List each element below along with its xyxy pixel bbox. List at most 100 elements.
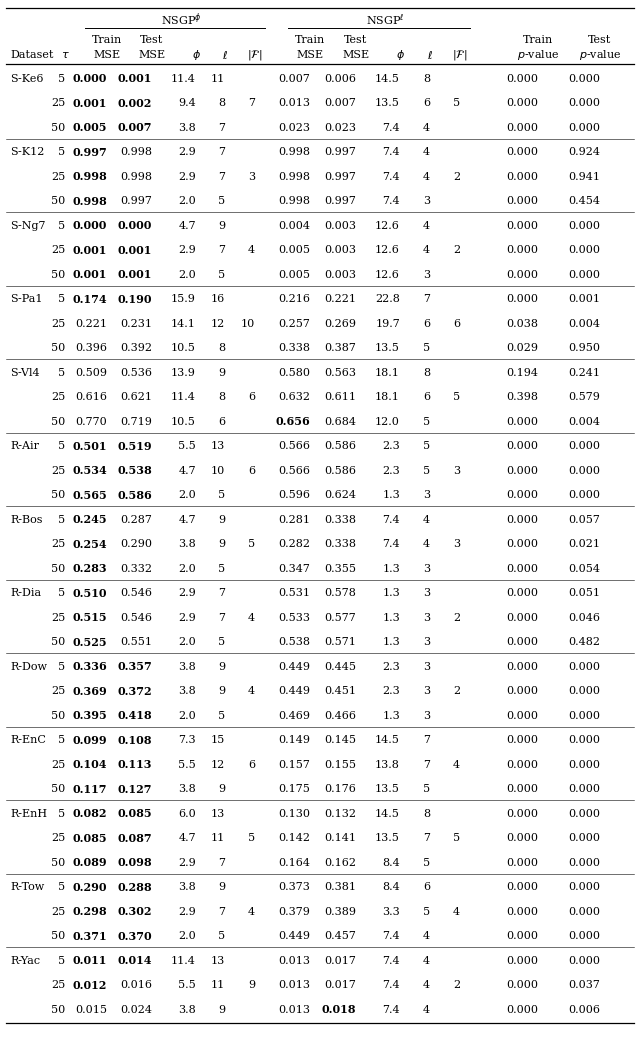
Text: 9: 9 xyxy=(248,980,255,990)
Text: 6: 6 xyxy=(423,99,430,108)
Text: 2: 2 xyxy=(453,980,460,990)
Text: 2.0: 2.0 xyxy=(179,196,196,207)
Text: 0.000: 0.000 xyxy=(506,99,538,108)
Text: R-Dow: R-Dow xyxy=(10,662,47,671)
Text: 0.578: 0.578 xyxy=(324,588,356,598)
Text: 13.5: 13.5 xyxy=(375,99,400,108)
Text: 25: 25 xyxy=(51,319,65,328)
Text: 0.998: 0.998 xyxy=(278,147,310,157)
Text: 5: 5 xyxy=(218,711,225,721)
Text: 0.130: 0.130 xyxy=(278,809,310,818)
Text: 7.4: 7.4 xyxy=(382,539,400,550)
Text: S-Ng7: S-Ng7 xyxy=(10,220,45,231)
Text: 0.290: 0.290 xyxy=(120,539,152,550)
Text: 3.8: 3.8 xyxy=(179,539,196,550)
Text: 6: 6 xyxy=(453,319,460,328)
Text: 5: 5 xyxy=(423,785,430,794)
Text: 0.018: 0.018 xyxy=(321,1004,356,1015)
Text: 11: 11 xyxy=(211,73,225,84)
Text: 0.000: 0.000 xyxy=(72,220,107,231)
Text: 0.998: 0.998 xyxy=(278,196,310,207)
Text: 3: 3 xyxy=(423,588,430,598)
Text: 3: 3 xyxy=(423,563,430,574)
Text: 3.8: 3.8 xyxy=(179,1005,196,1014)
Text: 5.5: 5.5 xyxy=(179,442,196,451)
Text: 0.013: 0.013 xyxy=(278,956,310,966)
Text: 0.117: 0.117 xyxy=(72,784,107,795)
Text: 7: 7 xyxy=(218,172,225,181)
Text: 0.000: 0.000 xyxy=(568,662,600,671)
Text: $\phi$: $\phi$ xyxy=(396,48,404,62)
Text: 2.3: 2.3 xyxy=(382,442,400,451)
Text: 2.3: 2.3 xyxy=(382,662,400,671)
Text: $\phi$: $\phi$ xyxy=(191,48,200,62)
Text: 7.4: 7.4 xyxy=(382,196,400,207)
Text: 3: 3 xyxy=(423,662,430,671)
Text: 6: 6 xyxy=(248,466,255,475)
Text: 0.338: 0.338 xyxy=(324,539,356,550)
Text: 25: 25 xyxy=(51,99,65,108)
Text: 3.8: 3.8 xyxy=(179,686,196,697)
Text: 0.029: 0.029 xyxy=(506,343,538,354)
Text: 5: 5 xyxy=(423,858,430,868)
Text: 7: 7 xyxy=(248,99,255,108)
Text: 14.1: 14.1 xyxy=(171,319,196,328)
Text: 7: 7 xyxy=(218,613,225,623)
Text: 0.013: 0.013 xyxy=(278,99,310,108)
Text: 0.006: 0.006 xyxy=(324,73,356,84)
Text: 0.000: 0.000 xyxy=(568,686,600,697)
Text: 14.5: 14.5 xyxy=(375,735,400,745)
Text: 22.8: 22.8 xyxy=(375,294,400,304)
Text: 0.418: 0.418 xyxy=(117,710,152,722)
Text: 0.257: 0.257 xyxy=(278,319,310,328)
Text: 4: 4 xyxy=(423,956,430,966)
Text: 0.515: 0.515 xyxy=(72,613,107,623)
Text: 0.449: 0.449 xyxy=(278,686,310,697)
Text: 10: 10 xyxy=(241,319,255,328)
Text: 3: 3 xyxy=(423,686,430,697)
Text: Train: Train xyxy=(523,35,553,45)
Text: 0.007: 0.007 xyxy=(278,73,310,84)
Text: 3: 3 xyxy=(248,172,255,181)
Text: 9: 9 xyxy=(218,686,225,697)
Text: 0.454: 0.454 xyxy=(568,196,600,207)
Text: 25: 25 xyxy=(51,539,65,550)
Text: 0.000: 0.000 xyxy=(568,833,600,843)
Text: 0.000: 0.000 xyxy=(506,539,538,550)
Text: 7.4: 7.4 xyxy=(382,515,400,524)
Text: 19.7: 19.7 xyxy=(375,319,400,328)
Text: 9: 9 xyxy=(218,368,225,378)
Text: 0.037: 0.037 xyxy=(568,980,600,990)
Text: 14.5: 14.5 xyxy=(375,73,400,84)
Text: 5: 5 xyxy=(218,637,225,647)
Text: 25: 25 xyxy=(51,759,65,770)
Text: 0.000: 0.000 xyxy=(506,833,538,843)
Text: 13.8: 13.8 xyxy=(375,759,400,770)
Text: 0.046: 0.046 xyxy=(568,613,600,623)
Text: 0.004: 0.004 xyxy=(568,319,600,328)
Text: Test: Test xyxy=(344,35,367,45)
Text: 0.449: 0.449 xyxy=(278,932,310,941)
Text: 0.611: 0.611 xyxy=(324,392,356,402)
Text: 6: 6 xyxy=(218,416,225,427)
Text: 7: 7 xyxy=(423,833,430,843)
Text: 16: 16 xyxy=(211,294,225,304)
Text: 0.000: 0.000 xyxy=(568,73,600,84)
Text: 0.174: 0.174 xyxy=(72,294,107,304)
Text: 0.000: 0.000 xyxy=(568,932,600,941)
Text: 10.5: 10.5 xyxy=(171,416,196,427)
Text: S-K12: S-K12 xyxy=(10,147,44,157)
Text: 0.001: 0.001 xyxy=(118,244,152,256)
Text: 3.8: 3.8 xyxy=(179,785,196,794)
Text: 0.000: 0.000 xyxy=(506,563,538,574)
Text: 1.3: 1.3 xyxy=(382,613,400,623)
Text: NSGP$^{\phi}$: NSGP$^{\phi}$ xyxy=(161,12,202,28)
Text: Test: Test xyxy=(588,35,612,45)
Text: 0.370: 0.370 xyxy=(117,930,152,942)
Text: 4: 4 xyxy=(423,245,430,255)
Text: 0.534: 0.534 xyxy=(72,465,107,476)
Text: 2.9: 2.9 xyxy=(179,147,196,157)
Text: 0.449: 0.449 xyxy=(278,662,310,671)
Text: 5: 5 xyxy=(423,442,430,451)
Text: 2.0: 2.0 xyxy=(179,563,196,574)
